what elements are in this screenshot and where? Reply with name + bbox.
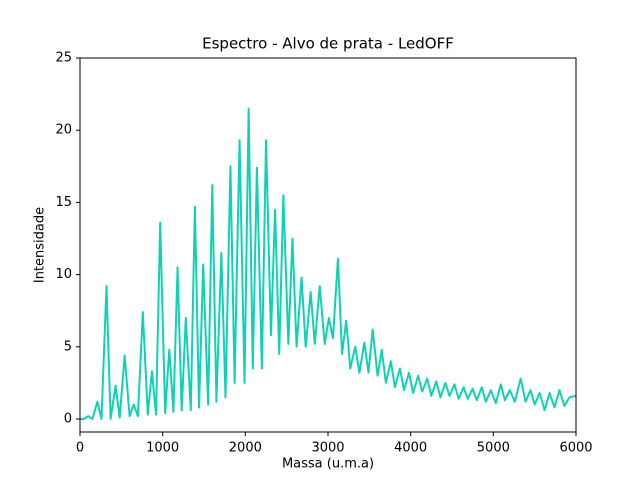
x-axis-label: Massa (u.m.a) — [282, 457, 374, 472]
x-tick-label: 4000 — [394, 441, 427, 456]
x-tick-label: 1000 — [146, 441, 179, 456]
y-tick-label: 15 — [55, 195, 72, 210]
y-tick-label: 20 — [55, 123, 72, 138]
x-tick-label: 5000 — [477, 441, 510, 456]
chart-title: Espectro - Alvo de prata - LedOFF — [202, 35, 454, 53]
plot-frame — [79, 57, 577, 433]
y-tick-label: 25 — [55, 51, 72, 66]
x-tick-label: 0 — [76, 441, 84, 456]
x-tick-label: 2000 — [229, 441, 262, 456]
x-tick-label: 6000 — [559, 441, 592, 456]
y-axis-label: Intensidade — [33, 207, 48, 283]
x-tick-label: 3000 — [311, 441, 344, 456]
y-tick-label: 5 — [64, 339, 72, 354]
y-tick-label: 0 — [64, 412, 72, 427]
data-line — [80, 107, 576, 420]
y-tick-label: 10 — [55, 267, 72, 282]
